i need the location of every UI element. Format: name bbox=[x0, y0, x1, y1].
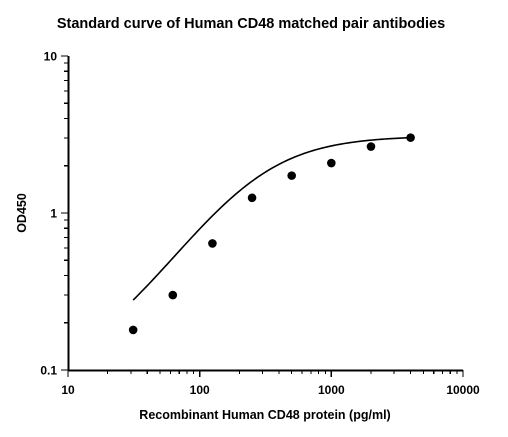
x-tick-label: 1000 bbox=[318, 383, 345, 397]
x-tick-label: 100 bbox=[190, 383, 210, 397]
x-tick-label: 10000 bbox=[446, 383, 480, 397]
y-axis-label: OD450 bbox=[15, 193, 29, 233]
data-point bbox=[247, 193, 257, 203]
data-point bbox=[327, 158, 336, 168]
fit-curve-layer bbox=[132, 136, 411, 301]
data-point bbox=[366, 142, 376, 151]
x-ticks: 10 100 1000 10000 bbox=[61, 370, 480, 397]
data-points bbox=[128, 133, 415, 335]
fit-curve bbox=[132, 136, 411, 301]
axes bbox=[67, 56, 463, 372]
data-point bbox=[168, 290, 178, 300]
y-tick-label: 10 bbox=[44, 50, 58, 64]
data-point bbox=[128, 325, 138, 335]
x-axis-label: Recombinant Human CD48 protein (pg/ml) bbox=[139, 408, 390, 422]
chart-title: Standard curve of Human CD48 matched pai… bbox=[57, 16, 445, 32]
y-ticks: 0.1 1 10 bbox=[40, 50, 68, 378]
data-point bbox=[208, 239, 217, 248]
y-tick-label: 1 bbox=[50, 207, 57, 221]
data-point bbox=[287, 171, 297, 180]
data-point bbox=[406, 133, 415, 142]
x-tick-label: 10 bbox=[61, 383, 75, 397]
y-tick-label: 0.1 bbox=[40, 364, 57, 378]
